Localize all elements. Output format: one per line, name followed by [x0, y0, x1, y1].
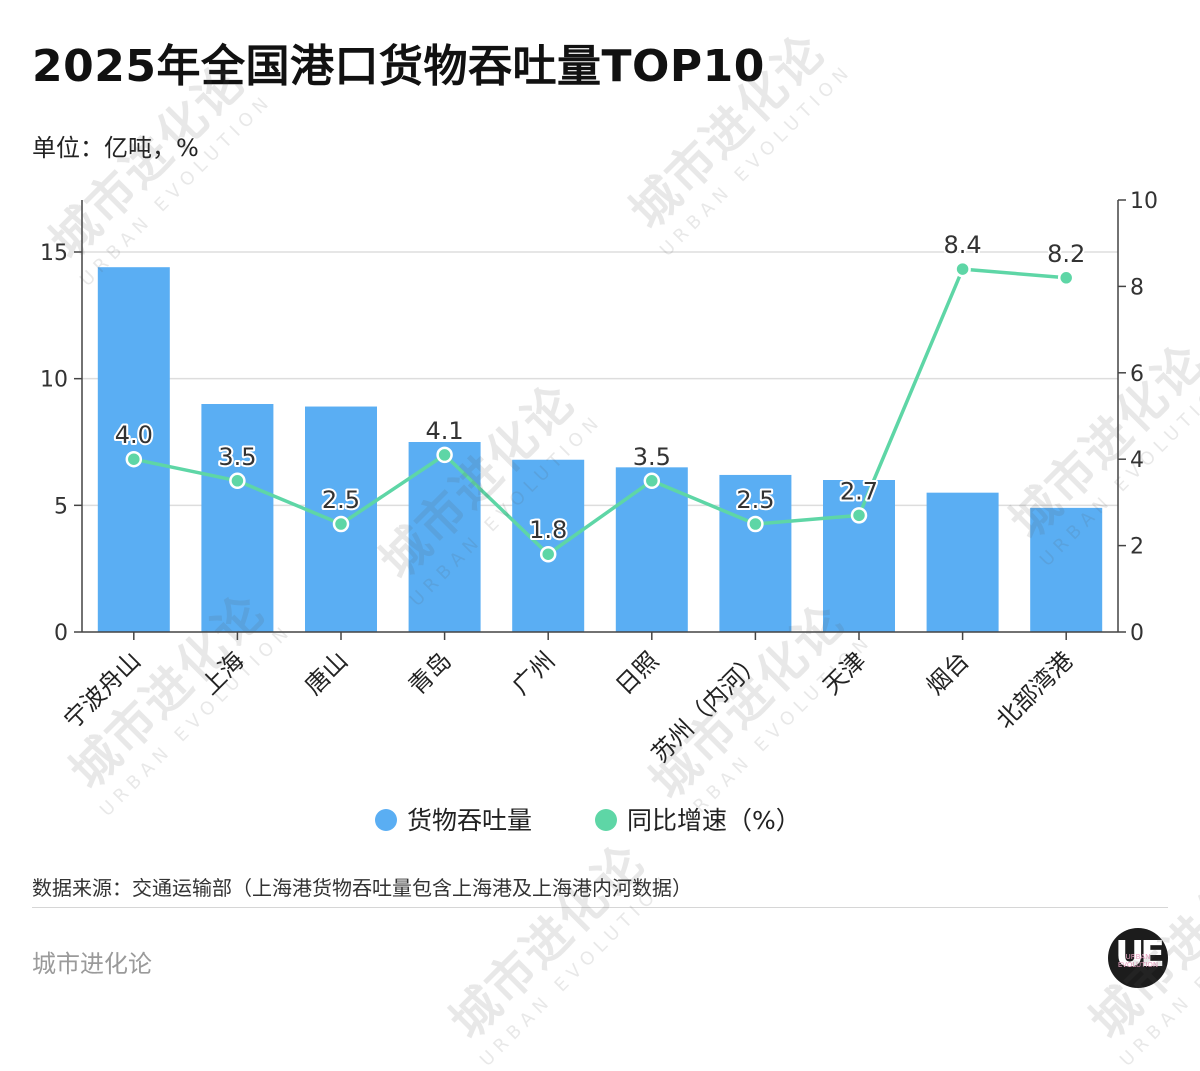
brand-name: 城市进化论 — [32, 950, 152, 978]
x-axis-category-label: 天津 — [818, 646, 872, 700]
chart-title: 2025年全国港口货物吞吐量TOP10 — [32, 41, 765, 92]
growth-rate-data-label: 2.7 — [840, 477, 878, 505]
right-axis-tick-label: 4 — [1130, 448, 1144, 473]
right-axis-tick-label: 6 — [1130, 362, 1144, 387]
data-source-note: 数据来源：交通运输部（上海港货物吞吐量包含上海港及上海港内河数据） — [32, 876, 692, 900]
growth-rate-point-9 — [954, 260, 971, 278]
x-axis-category-label: 青岛 — [403, 646, 457, 700]
growth-rate-data-label: 3.5 — [218, 443, 256, 471]
growth-rate-data-label: 3.5 — [633, 443, 671, 471]
growth-rate-data-label: 4.1 — [426, 417, 464, 445]
x-axis-category-label: 日照 — [610, 646, 664, 700]
bar-2 — [201, 404, 274, 632]
growth-rate-data-label: 8.2 — [1047, 240, 1085, 268]
left-axis-tick-label: 15 — [40, 241, 68, 266]
growth-rate-point-8 — [850, 507, 868, 524]
bar-6 — [615, 467, 688, 632]
left-axis-tick-label: 0 — [54, 621, 68, 646]
legend-marker-1 — [375, 809, 397, 831]
x-axis-category-label: 唐山 — [300, 646, 354, 700]
x-axis-category-label: 广州 — [507, 646, 561, 700]
left-axis-tick-label: 10 — [40, 368, 68, 393]
x-axis-category-label: 烟台 — [921, 646, 975, 700]
logo-subtext: URBAN EVOLUTION — [1117, 953, 1159, 969]
x-axis-category-label: 上海 — [196, 646, 250, 700]
bar-1 — [97, 267, 170, 632]
footer-divider — [32, 907, 1168, 908]
growth-rate-data-label: 8.4 — [944, 231, 982, 259]
growth-rate-point-7 — [747, 515, 764, 533]
growth-rate-point-10 — [1057, 269, 1075, 287]
growth-rate-data-label: 1.8 — [529, 516, 567, 544]
bar-10 — [1030, 507, 1103, 632]
right-axis-tick-label: 0 — [1130, 621, 1144, 646]
bar-7 — [719, 474, 792, 632]
growth-rate-point-1 — [125, 450, 143, 468]
growth-rate-data-label: 2.5 — [736, 486, 774, 514]
legend-label: 货物吞吐量 — [407, 806, 532, 835]
bar-4 — [408, 442, 481, 632]
right-axis-tick-label: 10 — [1130, 189, 1158, 214]
growth-rate-data-label: 4.0 — [115, 421, 153, 449]
growth-rate-data-label: 2.5 — [322, 486, 360, 514]
right-axis-tick-label: 2 — [1130, 535, 1144, 560]
x-axis-category-label: 北部湾港 — [991, 646, 1079, 734]
growth-rate-point-3 — [332, 515, 350, 533]
x-axis-category-label: 宁波舟山 — [58, 646, 146, 734]
bar-8 — [823, 480, 895, 632]
left-axis-tick-label: 5 — [54, 494, 68, 519]
growth-rate-point-4 — [436, 446, 453, 464]
growth-rate-point-5 — [539, 545, 557, 563]
unit-label: 单位：亿吨，% — [32, 134, 199, 162]
brand-logo: UE URBAN EVOLUTION — [1108, 928, 1168, 988]
logo-mark: UE — [1115, 934, 1165, 975]
growth-rate-point-6 — [643, 472, 661, 490]
legend-label: 同比增速（%） — [627, 806, 801, 835]
bar-9 — [926, 492, 999, 632]
right-axis-tick-label: 8 — [1130, 275, 1144, 300]
growth-rate-point-2 — [229, 472, 246, 490]
bar-5 — [512, 459, 585, 632]
growth-rate-line — [133, 267, 1067, 556]
x-axis-category-label: 苏州（内河） — [646, 646, 768, 768]
legend-marker-2 — [595, 809, 617, 831]
